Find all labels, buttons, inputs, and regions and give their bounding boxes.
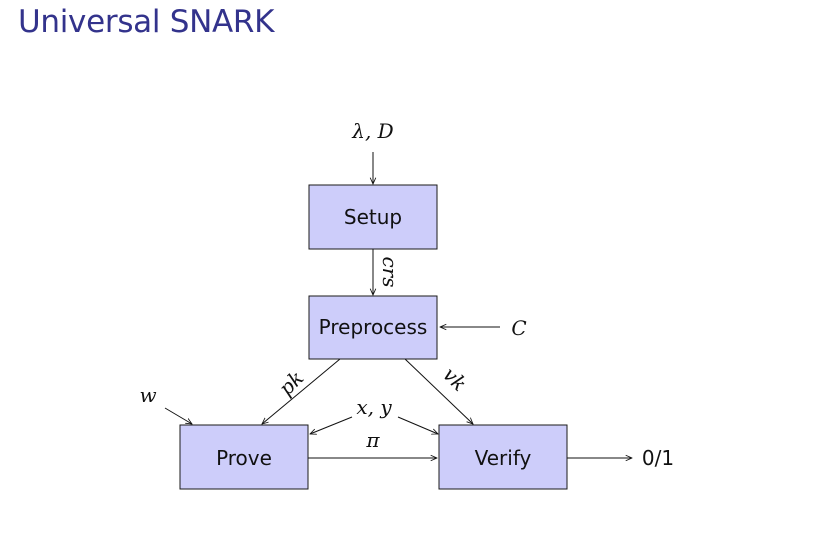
witness-label: w [139,383,156,407]
setup-label: Setup [344,205,402,229]
prove-label: Prove [216,446,272,470]
arrow-preprocess-to-verify [404,358,473,424]
prove-node: Prove [179,424,309,490]
pk-label: pk [274,366,309,401]
setup-node: Setup [308,184,438,250]
output-label: 0/1 [642,446,674,470]
crs-label: crs [378,256,402,287]
setup-input-label: λ, D [351,119,393,143]
arrow-witness-to-prove [164,407,192,424]
preprocess-node: Preprocess [308,295,438,360]
arrow-preprocess-to-prove [262,358,341,424]
arrow-statement-to-verify [397,416,438,434]
verify-label: Verify [475,446,532,470]
circuit-label: C [511,316,526,340]
page-title: Universal SNARK [18,4,275,40]
vk-label: vk [438,362,472,396]
verify-node: Verify [438,424,568,490]
preprocess-label: Preprocess [319,315,428,339]
proof-label: π [365,428,380,452]
arrow-statement-to-prove [310,416,353,434]
statement-label: x, y [356,395,392,419]
